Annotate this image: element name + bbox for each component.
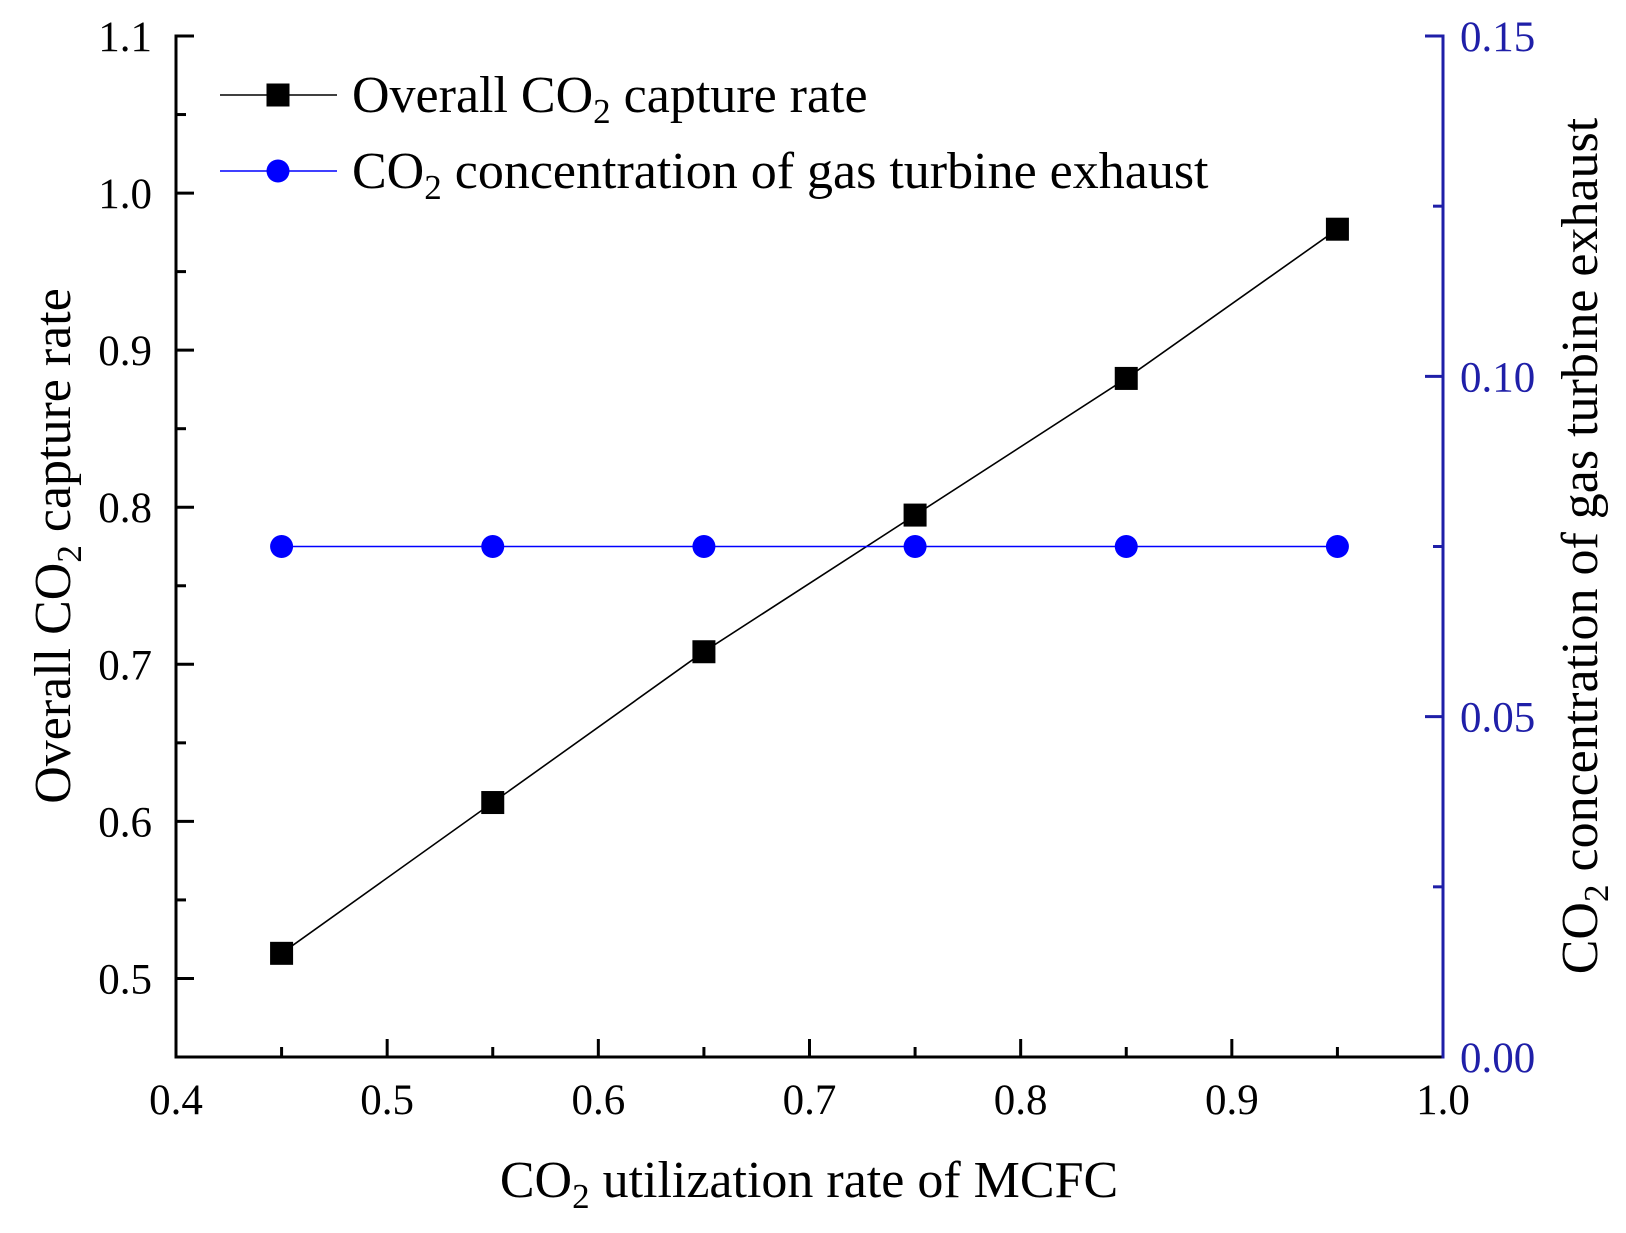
label-text: concentration of gas turbine exhaust: [442, 143, 1209, 200]
subscript-2: 2: [572, 1177, 590, 1216]
legend-label-co2-concentration: CO2 concentration of gas turbine exhaust: [352, 143, 1209, 207]
x-tick-label: 1.0: [1416, 1077, 1470, 1124]
x-tick-label: 0.4: [149, 1077, 203, 1124]
x-tick-label: 0.9: [1205, 1077, 1259, 1124]
data-point-square-marker: [903, 503, 927, 527]
label-text: utilization rate of MCFC: [590, 1152, 1119, 1209]
x-tick-label: 0.6: [571, 1077, 625, 1124]
data-point-circle-marker: [1325, 535, 1349, 558]
right-y-tick-label: 0.00: [1460, 1035, 1535, 1082]
left-y-tick-label: 0.7: [98, 642, 152, 689]
label-text: CO: [352, 143, 424, 200]
x-tick-label: 0.8: [994, 1077, 1048, 1124]
right-y-tick-label: 0.15: [1460, 14, 1535, 61]
label-text: concentration of gas turbine exhaust: [1552, 117, 1609, 884]
series-co2-concentration-of-gas-turbine-exhaust: [270, 535, 1349, 558]
label-text: Overall CO: [352, 67, 593, 124]
legend: Overall CO2 capture rate CO2 concentrati…: [220, 67, 1209, 207]
left-y-axis-title: Overall CO2 capture rate: [25, 288, 89, 804]
label-text: capture rate: [611, 67, 868, 124]
label-text: capture rate: [25, 288, 82, 545]
data-point-circle-marker: [903, 535, 927, 558]
label-text: CO: [1552, 902, 1609, 974]
legend-entry-co2-concentration: CO2 concentration of gas turbine exhaust: [220, 143, 1209, 207]
data-point-square-marker: [1325, 217, 1349, 241]
data-point-circle-marker: [481, 535, 505, 558]
axis-ticks: [174, 34, 1445, 1059]
right-y-axis-title: CO2 concentration of gas turbine exhaust: [1552, 117, 1616, 974]
subscript-2: 2: [424, 168, 442, 207]
label-text: Overall CO: [25, 563, 82, 804]
legend-label-capture-rate: Overall CO2 capture rate: [352, 67, 868, 131]
data-point-circle-marker: [1114, 535, 1138, 558]
right-y-tick-label: 0.05: [1460, 695, 1535, 742]
axis-lines: [174, 34, 1445, 1059]
x-axis-title: CO2 utilization rate of MCFC: [500, 1152, 1118, 1216]
legend-square-marker: [266, 83, 290, 107]
series-line-overall-co2-capture-rate: [281, 228, 1338, 954]
subscript-2: 2: [593, 92, 611, 131]
x-tick-label: 0.7: [783, 1077, 837, 1124]
subscript-2: 2: [50, 545, 89, 563]
legend-circle-marker: [266, 159, 290, 183]
left-y-tick-label: 0.8: [98, 485, 152, 532]
data-point-square-marker: [270, 941, 294, 965]
series-overall-co2-capture-rate: [270, 217, 1349, 965]
left-y-tick-label: 0.5: [98, 956, 152, 1003]
subscript-2: 2: [1577, 885, 1616, 903]
data-series: [270, 217, 1349, 965]
data-point-circle-marker: [692, 535, 716, 558]
right-y-tick-label: 0.10: [1460, 354, 1535, 401]
left-y-tick-label: 0.9: [98, 328, 152, 375]
tick-labels: 0.4 0.5 0.6 0.7 0.8 0.9 1.0 0.5 0.6 0.7 0.8 0.9 1.0 1…: [98, 14, 1535, 1124]
legend-entry-capture-rate: Overall CO2 capture rate: [220, 67, 868, 131]
data-point-square-marker: [1114, 366, 1138, 390]
left-y-tick-label: 1.0: [98, 171, 152, 218]
left-y-tick-label: 1.1: [98, 14, 152, 61]
left-y-tick-label: 0.6: [98, 799, 152, 846]
x-tick-label: 0.5: [360, 1077, 414, 1124]
label-text: CO: [500, 1152, 572, 1209]
data-point-square-marker: [481, 791, 505, 815]
data-point-square-marker: [692, 640, 716, 664]
data-point-circle-marker: [270, 535, 294, 558]
